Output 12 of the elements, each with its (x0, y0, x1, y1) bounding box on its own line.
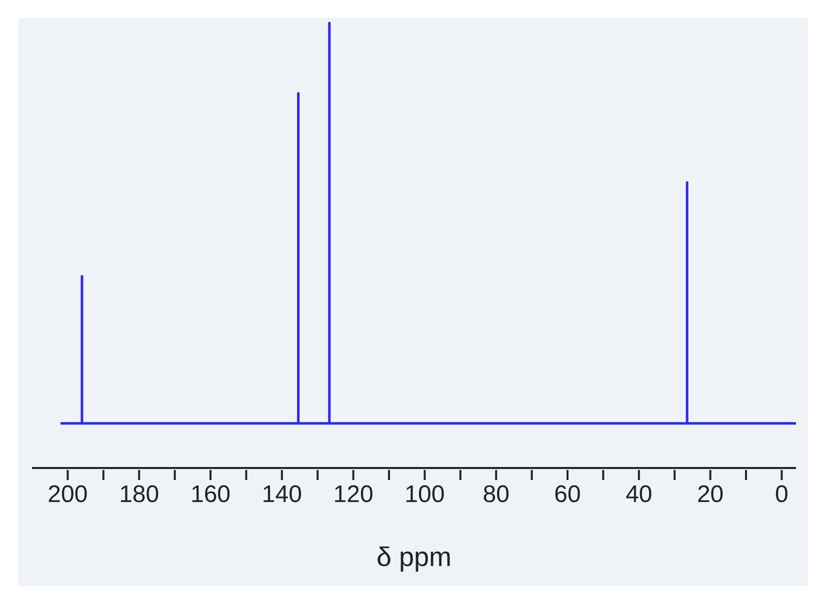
x-tick-label: 160 (190, 481, 231, 508)
x-tick-label: 100 (404, 481, 445, 508)
x-tick-label: 180 (119, 481, 160, 508)
x-tick-label: 60 (554, 481, 581, 508)
x-tick-label: 20 (696, 481, 724, 508)
x-tick-label: 80 (482, 481, 510, 508)
x-tick-label: 140 (262, 481, 302, 508)
x-axis-title: δ ppm (376, 542, 452, 572)
x-tick-label: 0 (775, 481, 788, 508)
x-tick-label: 120 (333, 481, 374, 508)
x-tick-label: 200 (48, 481, 88, 508)
x-tick-label: 40 (626, 481, 652, 508)
